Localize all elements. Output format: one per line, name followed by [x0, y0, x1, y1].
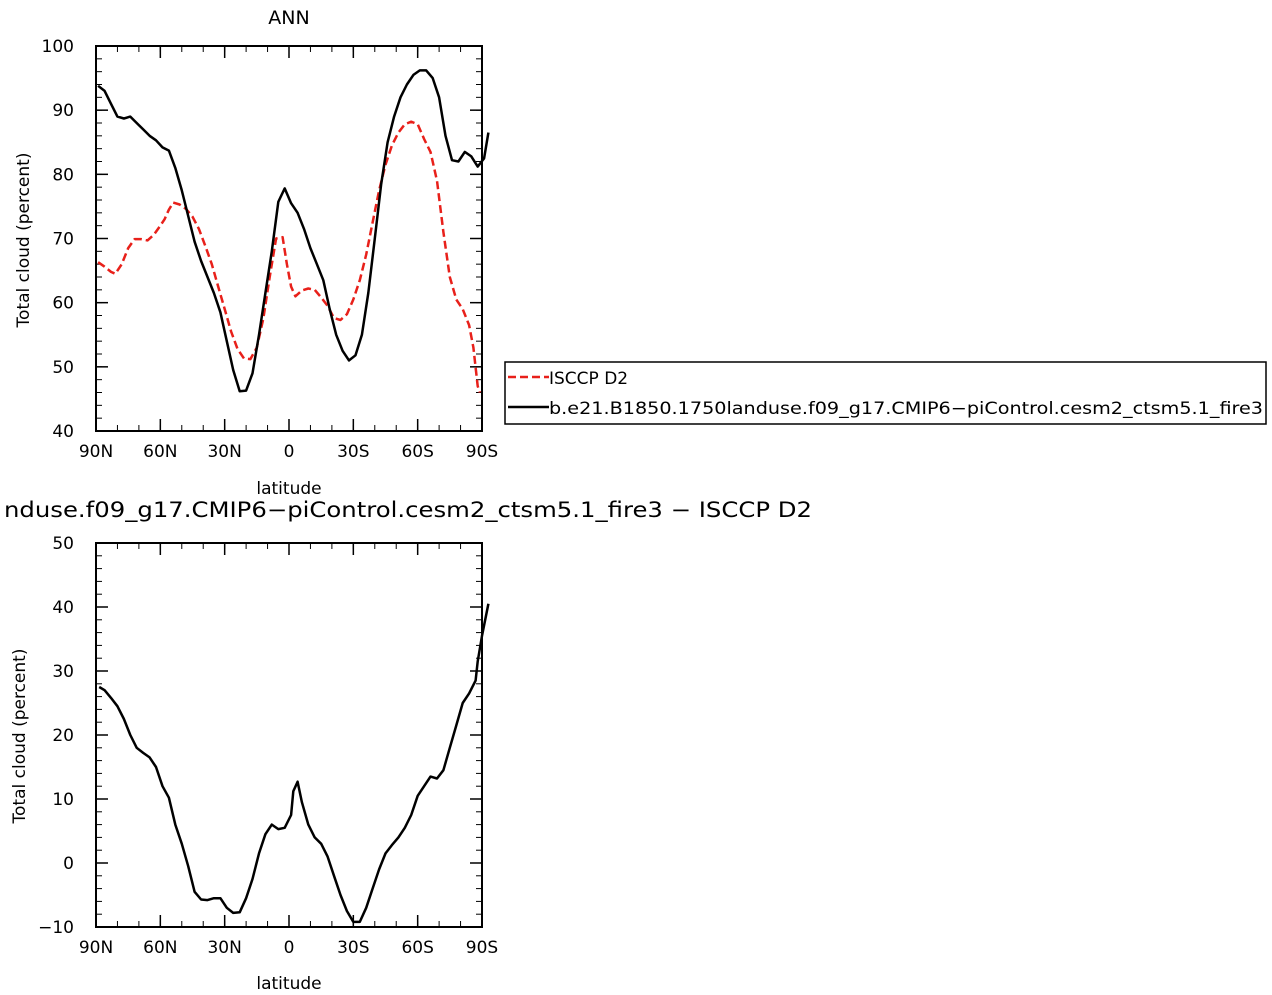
x-tick-label: 90S [466, 938, 498, 958]
series-line-1 [97, 69, 490, 393]
y-tick-label: 30 [52, 662, 74, 682]
bottom-panel-tick-labels: 90N 60N 30N 0 30S 60S 90S −10 0 10 20 30 40 50 [38, 534, 498, 958]
x-tick-label: 60N [143, 938, 177, 958]
bottom-panel-title: nduse.f09_g17.CMIP6−piControl.cesm2_ctsm… [4, 498, 812, 523]
bottom-panel: nduse.f09_g17.CMIP6−piControl.cesm2_ctsm… [4, 498, 812, 994]
x-tick-label: 30N [207, 938, 241, 958]
legend-label-model: b.e21.B1850.1750landuse.f09_g17.CMIP6−pi… [549, 399, 1263, 419]
y-tick-label: 50 [52, 358, 74, 378]
top-panel-lines [97, 69, 490, 393]
x-tick-label: 60N [143, 442, 177, 462]
top-panel-x-axis-label: latitude [256, 479, 321, 499]
top-panel: ANN 90N 60N 30N 0 30S 60S 90S 40 50 60 70 80 90 100 l… [14, 7, 498, 499]
bottom-panel-lines [98, 603, 490, 924]
y-tick-label: 10 [52, 790, 74, 810]
series-line-0 [98, 603, 490, 924]
y-tick-label: 90 [52, 101, 74, 121]
top-panel-y-axis-label: Total cloud (percent) [14, 153, 34, 329]
y-tick-label: 80 [52, 165, 74, 185]
x-tick-label: 30S [337, 938, 369, 958]
top-panel-ticks [95, 45, 483, 432]
top-panel-frame [95, 45, 483, 432]
x-tick-label: 90N [79, 442, 113, 462]
bottom-panel-x-axis-label: latitude [256, 974, 321, 994]
x-tick-label: 90S [466, 442, 498, 462]
y-tick-label: 50 [52, 534, 74, 554]
x-tick-label: 30N [207, 442, 241, 462]
bottom-panel-frame [95, 542, 483, 928]
y-tick-label: 40 [52, 598, 74, 618]
x-tick-label: 60S [401, 938, 433, 958]
y-tick-label: 0 [63, 854, 74, 874]
bottom-panel-y-axis-label: Total cloud (percent) [10, 649, 30, 825]
y-tick-label: 40 [52, 422, 74, 442]
y-tick-label: 70 [52, 230, 74, 250]
y-tick-label: 20 [52, 726, 74, 746]
x-tick-label: 60S [401, 442, 433, 462]
x-tick-label: 90N [79, 938, 113, 958]
legend: ISCCP D2 b.e21.B1850.1750landuse.f09_g17… [504, 361, 1267, 425]
y-tick-label: −10 [38, 918, 74, 938]
x-tick-label: 30S [337, 442, 369, 462]
top-panel-title: ANN [268, 7, 309, 29]
x-tick-label: 0 [284, 938, 295, 958]
y-tick-label: 100 [42, 37, 74, 57]
x-tick-label: 0 [284, 442, 295, 462]
bottom-panel-ticks [95, 542, 483, 928]
legend-label-isccp: ISCCP D2 [549, 369, 628, 389]
y-tick-label: 60 [52, 294, 74, 314]
series-line-0 [97, 120, 482, 393]
top-panel-tick-labels: 90N 60N 30N 0 30S 60S 90S 40 50 60 70 80 90 100 [42, 37, 499, 462]
legend-box [504, 361, 1267, 425]
